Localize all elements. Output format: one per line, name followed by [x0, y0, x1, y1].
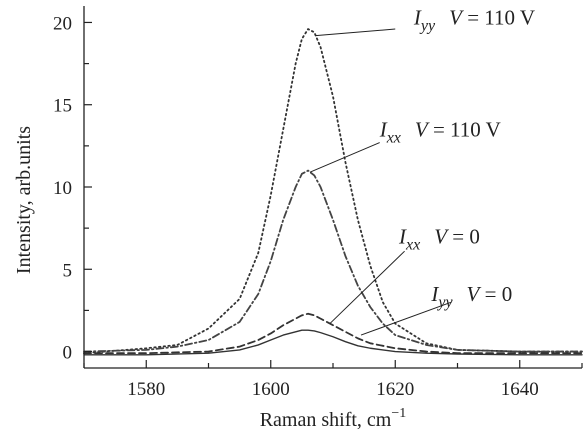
- series-label-condition: V = 0: [467, 282, 513, 306]
- x-axis-title-text: Raman shift, cm: [260, 409, 392, 431]
- series-line-1-dashdot: [83, 169, 583, 353]
- annotation-leader-line: [360, 301, 452, 336]
- series-label-symbol: I: [430, 282, 439, 306]
- series-label-subscript: xx: [405, 236, 420, 253]
- x-tick-label: 1600: [252, 379, 290, 400]
- series-line-3-solid: [83, 329, 583, 356]
- series-label-condition: V = 0: [434, 224, 480, 248]
- annotation-leader-line: [315, 28, 396, 37]
- annotation-leader-line: [309, 142, 380, 173]
- y-tick-label: 0: [63, 343, 73, 364]
- y-tick-label: 5: [63, 260, 73, 281]
- series-label-subscript: yy: [436, 294, 453, 311]
- series-label-symbol: I: [379, 117, 388, 141]
- series-label-symbol: I: [413, 6, 422, 30]
- annotation-leader-line: [329, 250, 405, 324]
- x-axis-title: Raman shift, cm−1: [260, 406, 407, 431]
- series-line-0-dotted: [83, 28, 583, 355]
- y-axis-title: Intensity, arb.units: [13, 126, 35, 274]
- series-line-2-dashed: [83, 312, 583, 355]
- x-axis-title-superscript: −1: [391, 406, 406, 421]
- x-tick-label: 1640: [501, 379, 539, 400]
- x-tick-label: 1580: [127, 379, 165, 400]
- series-label: Iyy V = 0: [430, 282, 512, 311]
- series-layer: [83, 28, 583, 356]
- x-tick-label: 1620: [376, 379, 414, 400]
- y-tick-label: 10: [53, 178, 72, 199]
- series-label-subscript: xx: [386, 129, 401, 146]
- axes-layer: 1580 1600 1620 1640 0 5 10 15 20: [53, 6, 583, 400]
- series-label: Ixx V = 0: [398, 224, 480, 253]
- series-label-condition: V = 110 V: [449, 6, 535, 30]
- series-label: Ixx V = 110 V: [379, 117, 501, 146]
- series-label: Iyy V = 110 V: [413, 6, 535, 35]
- y-tick-label: 20: [53, 13, 72, 34]
- series-label-condition: V = 110 V: [415, 117, 501, 141]
- series-label-subscript: yy: [419, 18, 436, 35]
- annotation-layer: Iyy V = 110 V Ixx V = 110 V Ixx V = 0 Iyy V = 0: [309, 6, 535, 336]
- series-label-symbol: I: [398, 224, 407, 248]
- y-tick-label: 15: [53, 96, 72, 117]
